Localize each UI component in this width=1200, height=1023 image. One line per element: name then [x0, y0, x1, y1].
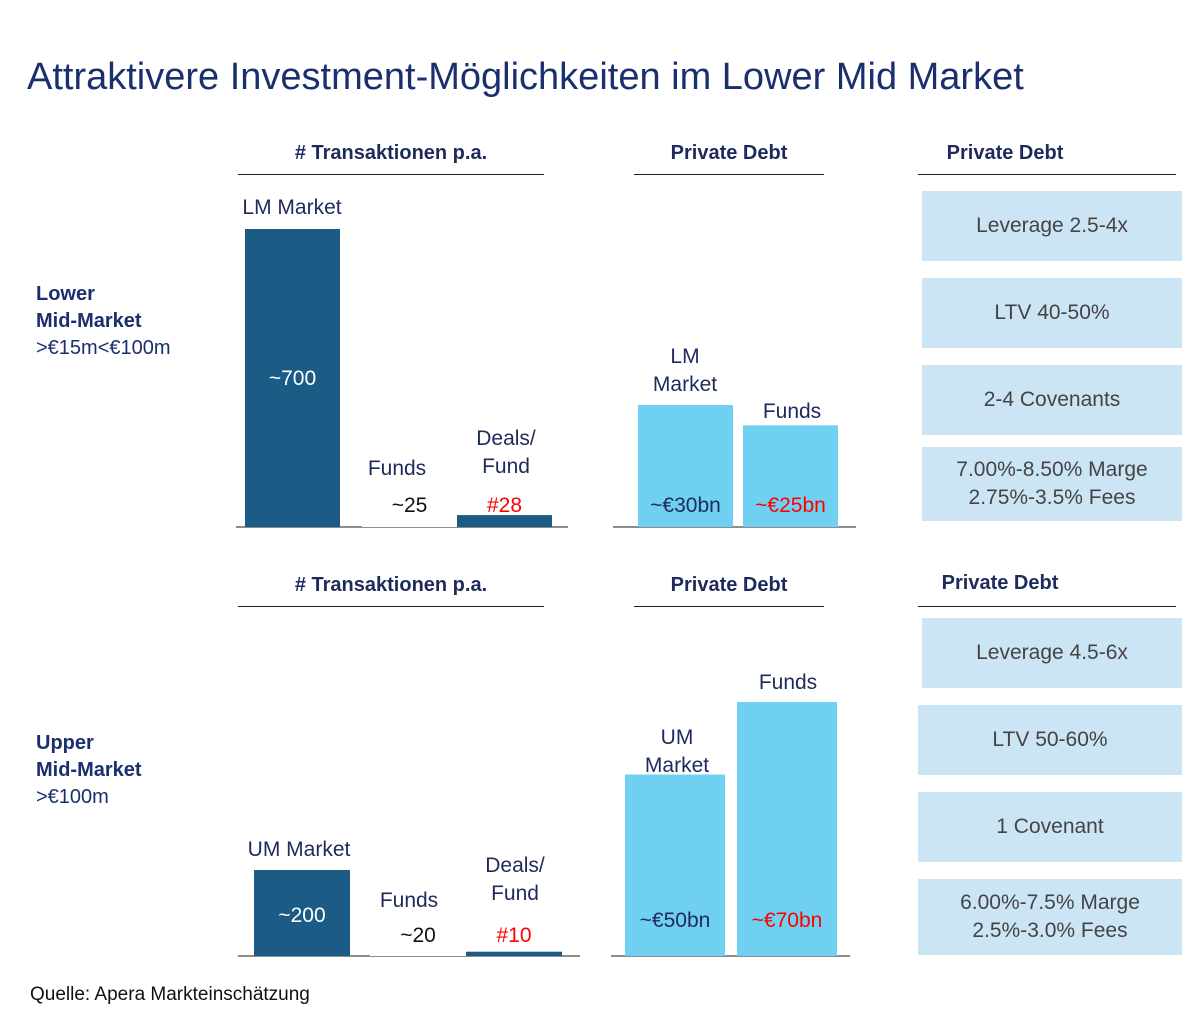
data-label: ~25	[392, 494, 428, 517]
data-label: ~€25bn	[755, 494, 826, 517]
category-label: Fund	[482, 455, 530, 478]
header-rule	[634, 606, 824, 607]
bar	[638, 405, 733, 527]
bar	[466, 951, 562, 956]
category-label: Funds	[759, 671, 817, 694]
category-label: UM Market	[248, 838, 351, 861]
term-box-covenants: 1 Covenant	[918, 792, 1182, 862]
header-rule	[918, 174, 1176, 175]
header-rule	[238, 174, 544, 175]
category-label: Funds	[763, 400, 821, 423]
bar	[245, 229, 340, 527]
term-box-pricing: 7.00%-8.50% Marge 2.75%-3.5% Fees	[922, 447, 1182, 521]
term-box-leverage: Leverage 2.5-4x	[922, 191, 1182, 261]
terms-header: Private Debt	[941, 572, 1059, 594]
category-label: Funds	[380, 889, 438, 912]
data-label: ~700	[269, 367, 316, 390]
bar	[457, 515, 552, 527]
section-label-line2: Mid-Market	[36, 759, 142, 781]
debt-header: Private Debt	[670, 574, 788, 596]
section-label-range: >€100m	[36, 786, 109, 808]
bar	[254, 870, 350, 956]
debt-header: Private Debt	[670, 142, 788, 164]
bar	[743, 425, 838, 527]
category-label: Deals/	[485, 854, 545, 877]
term-box-pricing: 6.00%-7.5% Marge 2.5%-3.0% Fees	[918, 879, 1182, 955]
bar	[362, 516, 457, 527]
data-label: ~€30bn	[650, 494, 721, 517]
page-title: Attraktivere Investment-Möglichkeiten im…	[27, 56, 1024, 98]
category-label: Market	[653, 373, 717, 396]
bar	[370, 947, 466, 956]
header-rule	[634, 174, 824, 175]
terms-header: Private Debt	[946, 142, 1064, 164]
data-label: ~€70bn	[752, 909, 823, 932]
bar	[737, 702, 837, 956]
section-label-line1: Upper	[36, 732, 94, 754]
category-label: Funds	[368, 457, 426, 480]
section-label-range: >€15m<€100m	[36, 337, 171, 359]
section-label-lower: Lower Mid-Market >€15m<€100m	[36, 281, 171, 362]
header-rule	[238, 606, 544, 607]
term-box-ltv: LTV 40-50%	[922, 278, 1182, 348]
source-note: Quelle: Apera Markteinschätzung	[30, 984, 310, 1005]
term-box-covenants: 2-4 Covenants	[922, 365, 1182, 435]
bar	[625, 774, 725, 956]
data-label: ~€50bn	[640, 909, 711, 932]
category-label: UM	[661, 726, 694, 749]
transactions-header: # Transaktionen p.a.	[294, 142, 488, 164]
data-label: ~20	[400, 924, 436, 947]
section-label-line2: Mid-Market	[36, 310, 142, 332]
term-box-ltv: LTV 50-60%	[918, 705, 1182, 775]
transactions-header: # Transaktionen p.a.	[294, 574, 488, 596]
category-label: Deals/	[476, 427, 536, 450]
category-label: Fund	[491, 882, 539, 905]
data-label: #10	[496, 924, 531, 947]
section-label-line1: Lower	[36, 283, 95, 305]
category-label: LM Market	[242, 196, 341, 219]
category-label: Market	[645, 754, 709, 777]
term-box-leverage: Leverage 4.5-6x	[922, 618, 1182, 688]
data-label: #28	[487, 494, 522, 517]
header-rule	[918, 606, 1176, 607]
section-label-upper: Upper Mid-Market >€100m	[36, 730, 142, 811]
category-label: LM	[670, 345, 699, 368]
data-label: ~200	[278, 904, 325, 927]
